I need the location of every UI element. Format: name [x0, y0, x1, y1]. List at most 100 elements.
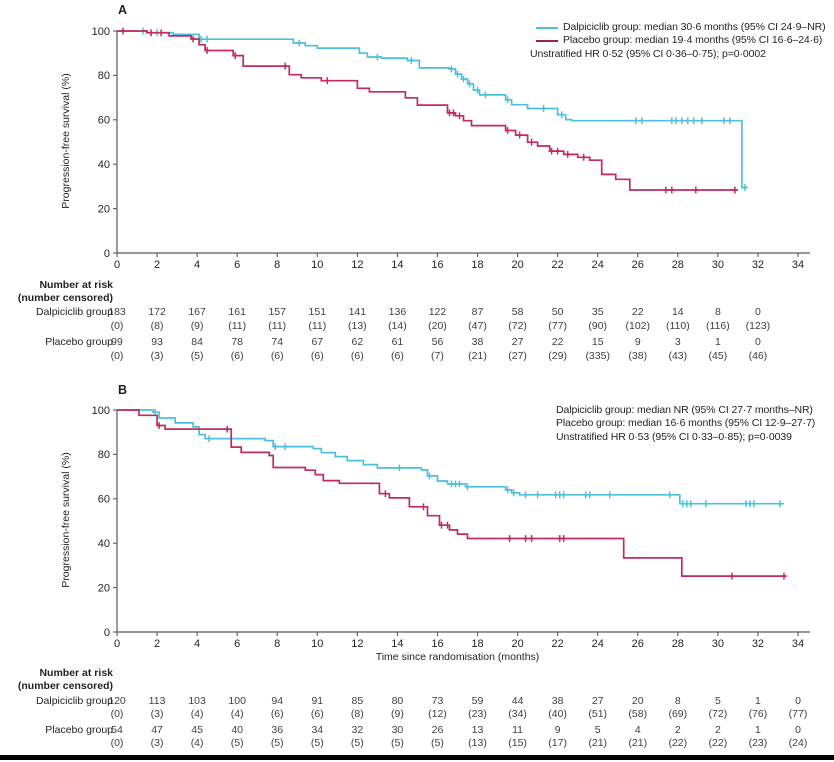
- censored-cell: (110): [666, 320, 690, 332]
- censored-cell: (6): [391, 350, 404, 362]
- censor-mark: [732, 186, 738, 194]
- risk-cell: 13: [472, 724, 484, 736]
- risk-cell: 15: [592, 336, 604, 348]
- risk-cell: 0: [795, 724, 801, 736]
- censor-mark: [448, 65, 455, 73]
- censor-mark: [460, 75, 467, 83]
- placebo-line-swatch: [536, 40, 558, 43]
- censored-cell: (15): [508, 737, 527, 749]
- censored-cell: (27): [508, 350, 527, 362]
- km-curve-dalpiciclib: [117, 27, 748, 191]
- risk-cell: 94: [271, 695, 283, 707]
- censored-cell: (9): [391, 708, 404, 720]
- x-tick-label: 24: [592, 638, 604, 650]
- risk-cell: 1: [755, 695, 761, 707]
- censor-mark: [554, 147, 561, 155]
- censored-cell: (90): [588, 320, 607, 332]
- censor-mark: [382, 490, 389, 498]
- censor-mark: [232, 52, 238, 59]
- x-tick-label: 34: [792, 638, 804, 650]
- x-tick-label: 32: [752, 638, 764, 650]
- risk-cell: 84: [191, 336, 203, 348]
- censored-cell: (5): [271, 737, 284, 749]
- censored-cell: (58): [628, 708, 647, 720]
- x-tick-label: 30: [712, 638, 724, 650]
- risk-cell: 61: [392, 336, 404, 348]
- risk-cell: 30: [392, 724, 404, 736]
- y-tick-label: 40: [98, 159, 110, 171]
- censor-mark: [639, 117, 645, 125]
- legend-item-placebo: Placebo group: median 16·6 months (95% C…: [556, 417, 815, 430]
- censored-cell: (6): [271, 708, 284, 720]
- censor-mark: [534, 491, 541, 499]
- censor-mark: [504, 96, 511, 104]
- censored-cell: (38): [628, 350, 647, 362]
- censor-mark: [282, 443, 288, 450]
- x-axis-label: Time since randomisation (months): [375, 651, 540, 663]
- censored-cell: (4): [191, 737, 204, 749]
- censor-mark: [516, 131, 523, 139]
- censor-mark: [781, 572, 787, 580]
- risk-cell: 100: [228, 695, 246, 707]
- risk-table-b-group-dalpiciclib: Dalpiciclib group: [35, 695, 113, 707]
- censor-mark: [504, 486, 511, 494]
- censor-mark: [540, 105, 547, 112]
- risk-cell: 34: [311, 724, 323, 736]
- x-tick-label: 2: [154, 638, 160, 650]
- x-tick-label: 28: [672, 259, 684, 271]
- legend-item-dalpiciclib: Dalpiciclib group: median NR (95% CI 27·…: [556, 404, 815, 417]
- risk-cell: 73: [432, 695, 444, 707]
- censored-cell: (69): [668, 708, 687, 720]
- dalpiciclib-line-swatch: [536, 26, 558, 29]
- risk-cell: 0: [795, 695, 801, 707]
- censor-mark: [586, 491, 593, 499]
- censor-mark: [456, 480, 463, 488]
- censored-cell: (22): [709, 737, 728, 749]
- censored-cell: (11): [268, 320, 286, 332]
- censored-cell: (34): [508, 708, 527, 720]
- risk-cell: 22: [552, 336, 564, 348]
- censored-cell: (7): [431, 350, 444, 362]
- panel-b-legend: Dalpiciclib group: median NR (95% CI 27·…: [556, 404, 815, 444]
- censored-cell: (29): [548, 350, 567, 362]
- risk-cell: 78: [231, 336, 243, 348]
- x-tick-label: 10: [311, 259, 323, 271]
- censor-mark: [528, 138, 535, 146]
- risk-cell: 141: [349, 306, 367, 318]
- x-tick-label: 0: [114, 638, 120, 650]
- y-tick-label: 0: [104, 248, 110, 260]
- censor-mark: [727, 117, 733, 125]
- censor-mark: [729, 572, 735, 580]
- censored-cell: (43): [668, 350, 687, 362]
- risk-cell: 32: [352, 724, 364, 736]
- censored-cell: (8): [351, 708, 364, 720]
- censor-mark: [742, 184, 748, 191]
- censor-mark: [426, 472, 433, 480]
- risk-table-a-group-dalpiciclib: Dalpiciclib group: [35, 306, 113, 318]
- x-tick-label: 26: [632, 259, 644, 271]
- risk-cell: 167: [188, 306, 206, 318]
- censored-cell: (123): [746, 320, 771, 332]
- risk-cell: 1: [715, 336, 721, 348]
- risk-cell: 27: [512, 336, 524, 348]
- panel-a-plot: 0 2 4 6 8 10 12 14 16 18 20 22 24 26 28 30 32 34020406080…: [92, 26, 810, 362]
- censored-cell: (5): [391, 737, 404, 749]
- x-tick-label: 32: [752, 259, 764, 271]
- risk-table-a-group-placebo: Placebo group: [45, 336, 113, 348]
- censored-cell: (51): [588, 708, 607, 720]
- km-step-line: [117, 409, 784, 505]
- risk-cell: 113: [149, 695, 166, 707]
- censored-cell: (45): [709, 350, 728, 362]
- censor-mark: [528, 535, 535, 542]
- censored-cell: (6): [271, 350, 284, 362]
- risk-cell: 103: [188, 695, 206, 707]
- censored-cell: (335): [585, 350, 610, 362]
- censor-mark: [558, 111, 565, 119]
- censor-mark: [206, 435, 212, 442]
- censored-cell: (4): [231, 708, 244, 720]
- risk-cell: 9: [635, 336, 641, 348]
- censored-cell: (5): [231, 737, 244, 749]
- x-tick-label: 16: [431, 638, 443, 650]
- censor-mark: [456, 112, 463, 120]
